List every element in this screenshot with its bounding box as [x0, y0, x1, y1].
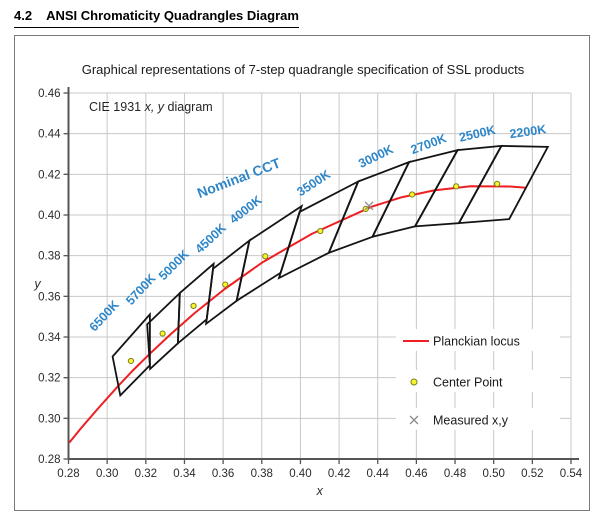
cct-label-6500K: 6500K — [87, 298, 122, 334]
cct-label-4000K: 4000K — [227, 193, 265, 227]
x-tick-label: 0.50 — [482, 468, 504, 480]
y-tick-label: 0.36 — [38, 291, 60, 303]
y-tick-label: 0.38 — [38, 251, 60, 263]
chart-title: Graphical representations of 7-step quad… — [82, 62, 525, 77]
center-point-6500K — [127, 357, 135, 365]
center-point-2500K — [453, 183, 460, 190]
x-tick-label: 0.28 — [57, 468, 79, 480]
legend-center-point-icon — [410, 378, 418, 386]
legend-measured-x-icon — [409, 415, 419, 425]
section-number: 4.2 — [14, 8, 33, 23]
legend-row-bg — [396, 370, 560, 392]
y-tick-label: 0.42 — [38, 169, 60, 181]
center-point-2700K — [409, 191, 416, 198]
x-tick-label: 0.52 — [521, 468, 543, 480]
center-point-4000K — [262, 253, 269, 260]
center-point-3500K — [317, 227, 324, 235]
x-tick-label: 0.54 — [560, 468, 583, 480]
quadrangle-6500K — [111, 312, 151, 398]
legend-label: Planckian locus — [433, 335, 520, 349]
y-tick-label: 0.46 — [38, 88, 60, 100]
x-tick-label: 0.44 — [367, 468, 390, 480]
y-tick-label: 0.44 — [38, 129, 61, 141]
x-tick-label: 0.34 — [173, 468, 196, 480]
measured-point-marker — [364, 201, 374, 211]
x-tick-label: 0.38 — [251, 468, 273, 480]
x-tick-label: 0.36 — [212, 468, 234, 480]
y-tick-label: 0.30 — [38, 413, 60, 425]
quadrangle-4000K — [235, 203, 304, 303]
x-tick-label: 0.48 — [444, 468, 466, 480]
legend-label: Center Point — [433, 376, 503, 390]
center-point-2200K — [494, 180, 501, 187]
cct-label-2500K: 2500K — [458, 123, 497, 145]
diagram-type-label: CIE 1931 x, y diagram — [89, 100, 213, 114]
x-tick-label: 0.30 — [96, 468, 118, 480]
cct-label-3000K: 3000K — [356, 142, 395, 171]
center-point-5700K — [159, 330, 166, 337]
x-tick-label: 0.46 — [405, 468, 427, 480]
chart-svg: 0.28 0.30 0.32 0.34 0.36 0.38 0.40 0.42 0.44 0.46… — [33, 62, 583, 498]
x-tick-label: 0.32 — [135, 468, 157, 480]
y-tick-label: 0.28 — [38, 454, 60, 466]
cct-label-5700K: 5700K — [123, 271, 158, 307]
quadrangle-2200K — [457, 144, 550, 225]
x-tick-label: 0.42 — [328, 468, 350, 480]
quadrangle-4500K — [204, 238, 251, 326]
legend-row-bg — [396, 408, 560, 430]
section-heading: 4.2 ANSI Chromaticity Quadrangles Diagram — [14, 7, 299, 28]
y-tick-label: 0.32 — [38, 373, 60, 385]
y-tick-label: 0.40 — [38, 210, 60, 222]
x-axis-label: x — [316, 484, 324, 498]
planckian-locus-line — [68, 185, 526, 443]
cct-label-5000K: 5000K — [156, 247, 192, 283]
figure-box: 0.28 0.30 0.32 0.34 0.36 0.38 0.40 0.42 0.44 0.46… — [14, 35, 590, 511]
y-axis-label: y — [33, 277, 41, 291]
legend-row-bg — [396, 329, 560, 351]
legend-label: Measured x,y — [433, 414, 509, 428]
center-point-5000K — [190, 302, 197, 309]
cct-label-2200K: 2200K — [509, 122, 547, 141]
section-title: ANSI Chromaticity Quadrangles Diagram — [46, 8, 299, 23]
y-tick-label: 0.34 — [38, 332, 61, 344]
nominal-cct-label: Nominal CCT — [195, 154, 283, 201]
x-tick-label: 0.40 — [289, 468, 311, 480]
center-point-4500K — [222, 281, 229, 288]
